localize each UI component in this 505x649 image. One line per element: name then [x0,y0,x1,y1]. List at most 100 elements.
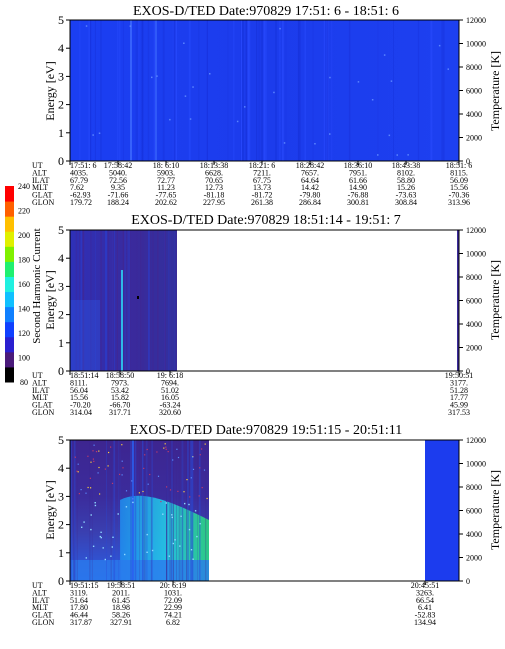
orbit-row-label: GLAT [32,611,53,620]
spectrogram-speck [172,459,174,461]
orbit-cell: 320.60 [159,408,181,417]
spectrogram-speck [165,502,167,504]
spectrogram-speck [329,76,331,79]
spectrogram-speck [87,455,89,457]
orbit-cell: 67.79 [70,176,88,185]
spectrogram-speck [80,489,82,491]
orbit-cell: 64.64 [301,176,319,185]
spectrogram-stripe [134,440,136,581]
orbit-cell: 18.98 [112,603,130,612]
spectrogram-speck [102,547,104,549]
spectrogram-stripe [297,20,300,161]
orbit-cell: 51.64 [70,596,88,605]
spectrogram-stripe [233,20,235,161]
orbit-cell: 18:28:42 [296,161,324,170]
colorbar-swatch [5,321,14,338]
orbit-cell: 7.62 [70,183,84,192]
orbit-cell: 17.80 [70,603,88,612]
colorbar-swatch [5,216,14,232]
spectrogram-speck [124,553,126,556]
orbit-cell: 58.80 [397,176,415,185]
spectrogram-stripe [100,230,102,371]
panel-2-orbit-table: UTALTILATMLTGLATGLON18:51:148111.56.0415… [32,371,473,417]
orbit-cell: 18:51: 6 [446,161,472,170]
spectrogram-stripe [153,20,155,161]
spectrogram-stripe [430,20,433,161]
orbit-cell: 1031. [164,588,182,597]
spectrogram-speck [169,118,171,121]
spectrogram-stripe [148,230,150,371]
spectrogram-stripe [282,20,284,161]
colorbar-tick-label: 160 [18,280,30,289]
spectrogram-stripe [323,20,325,161]
spectrogram-speck [144,454,146,456]
spectrogram-speck [371,99,374,101]
spectrogram-speck [85,557,87,559]
spectrogram-stripe [168,230,169,371]
spectrogram-speck [388,134,391,137]
spectrogram-stripe [181,440,183,581]
spectrogram-speck [203,469,206,471]
spectrogram-speck [177,456,180,459]
orbit-row-label: GLON [32,618,54,627]
spectrogram-stripe [171,440,172,581]
spectrogram-speck [183,42,185,44]
orbit-cell: 74.21 [164,611,182,620]
y2-tick-label: 8000 [466,273,482,282]
spectrogram-speck [192,558,194,560]
spectrogram-speck [138,492,140,494]
spectrogram-stripe [241,20,242,161]
spectrogram-speck [192,86,194,88]
spectrogram-speck [377,154,379,156]
y-tick-label: 1 [58,546,64,560]
spectrogram-speck [164,443,166,445]
spectrogram-speck [125,490,128,492]
spectrogram-speck [201,448,203,450]
spectrogram-speck [199,467,201,469]
spectrogram-stripe [140,230,141,371]
orbit-cell: 179.72 [70,198,92,207]
y2-tick-label: 8000 [466,63,482,72]
panel-2-y2label: Temperature [K] [488,260,502,340]
spectrogram-stripe [145,440,148,581]
spectrogram-speck [447,68,449,70]
spectrogram-stripe [79,20,81,161]
spectrogram-stripe [105,230,107,371]
y2-tick-label: 2000 [466,344,482,353]
spectrogram-speck [131,480,133,482]
y-tick-label: 3 [58,69,64,83]
orbit-cell: 286.84 [299,198,321,207]
y-tick-label: 4 [58,461,64,475]
spectrogram-speck [90,528,92,531]
spectrogram-stripe [110,440,112,581]
panel-2: EXOS-D/TED Date:970829 18:51:14 - 19:51:… [32,213,502,417]
spectrogram-speck [390,80,393,82]
spectrogram-speck [90,514,92,516]
orbit-row-label: ILAT [32,176,49,185]
orbit-cell: 2011. [112,588,130,597]
spectrogram-stripe [116,230,118,371]
spectrogram-stripe [299,20,301,161]
spectrogram-speck [92,450,94,452]
spectrogram-speck [165,446,167,448]
spectrogram-speck [179,545,181,547]
orbit-cell: 17:51: 6 [70,161,96,170]
spectrogram-stripe [327,20,329,161]
spectrogram-stripe [124,230,126,371]
orbit-cell: 72.56 [109,176,127,185]
orbit-cell: 227.95 [203,198,225,207]
spectrogram-stripe [76,440,78,581]
spectrogram-speck [117,513,119,515]
spectrogram-speck [143,467,145,469]
spectrogram-speck [100,531,102,533]
orbit-cell: -73.63 [396,191,417,200]
spectrogram-speck [188,503,190,506]
spectrogram-stripe [135,440,137,581]
spectrogram-stripe [198,20,200,161]
y-tick-label: 2 [58,518,64,532]
spectrogram-stripe [166,440,167,581]
orbit-cell: 317.53 [448,408,470,417]
orbit-row-label: GLAT [32,401,53,410]
orbit-row-label: GLON [32,198,54,207]
y2-tick-label: 0 [466,157,470,166]
